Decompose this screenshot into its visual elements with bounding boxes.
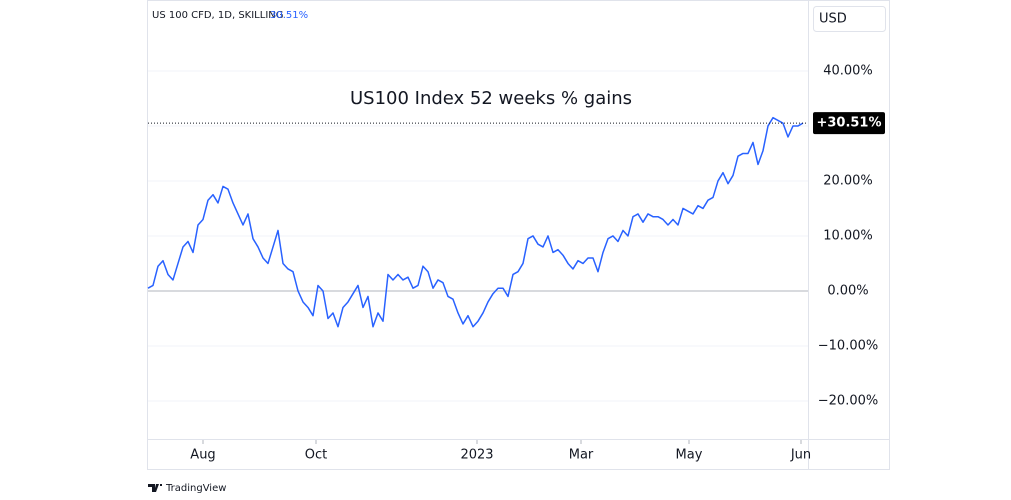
symbol-header: US 100 CFD, 1D, SKILLING	[152, 10, 284, 21]
tv-logo: TradingView	[148, 483, 226, 494]
x-tick-label: Jun	[790, 448, 811, 463]
last-value-box	[813, 112, 885, 135]
x-tick-label: May	[676, 448, 703, 463]
currency: USD	[819, 12, 847, 27]
x-tick-label: Aug	[190, 448, 215, 463]
y-tick-label: 20.00%	[823, 173, 873, 188]
footer: TradingView	[165, 483, 226, 494]
chart-title: US100 Index 52 weeks % gains	[350, 88, 632, 109]
price-line	[147, 116, 804, 328]
y-tick-label: 10.00%	[823, 228, 873, 243]
y-tick-label: −10.00%	[818, 338, 878, 353]
change-header: 30.51%	[270, 10, 308, 21]
y-tick-label: 40.00%	[823, 63, 873, 78]
x-tick-label: Oct	[305, 448, 327, 463]
y-tick-label: −20.00%	[818, 393, 878, 408]
last-value-label: +30.51%	[816, 116, 881, 131]
currency-box[interactable]	[813, 6, 886, 32]
y-tick-label: 0.00%	[827, 283, 868, 298]
x-tick-label: Mar	[569, 448, 594, 463]
x-tick-label: 2023	[460, 448, 493, 463]
frame	[147, 0, 890, 470]
